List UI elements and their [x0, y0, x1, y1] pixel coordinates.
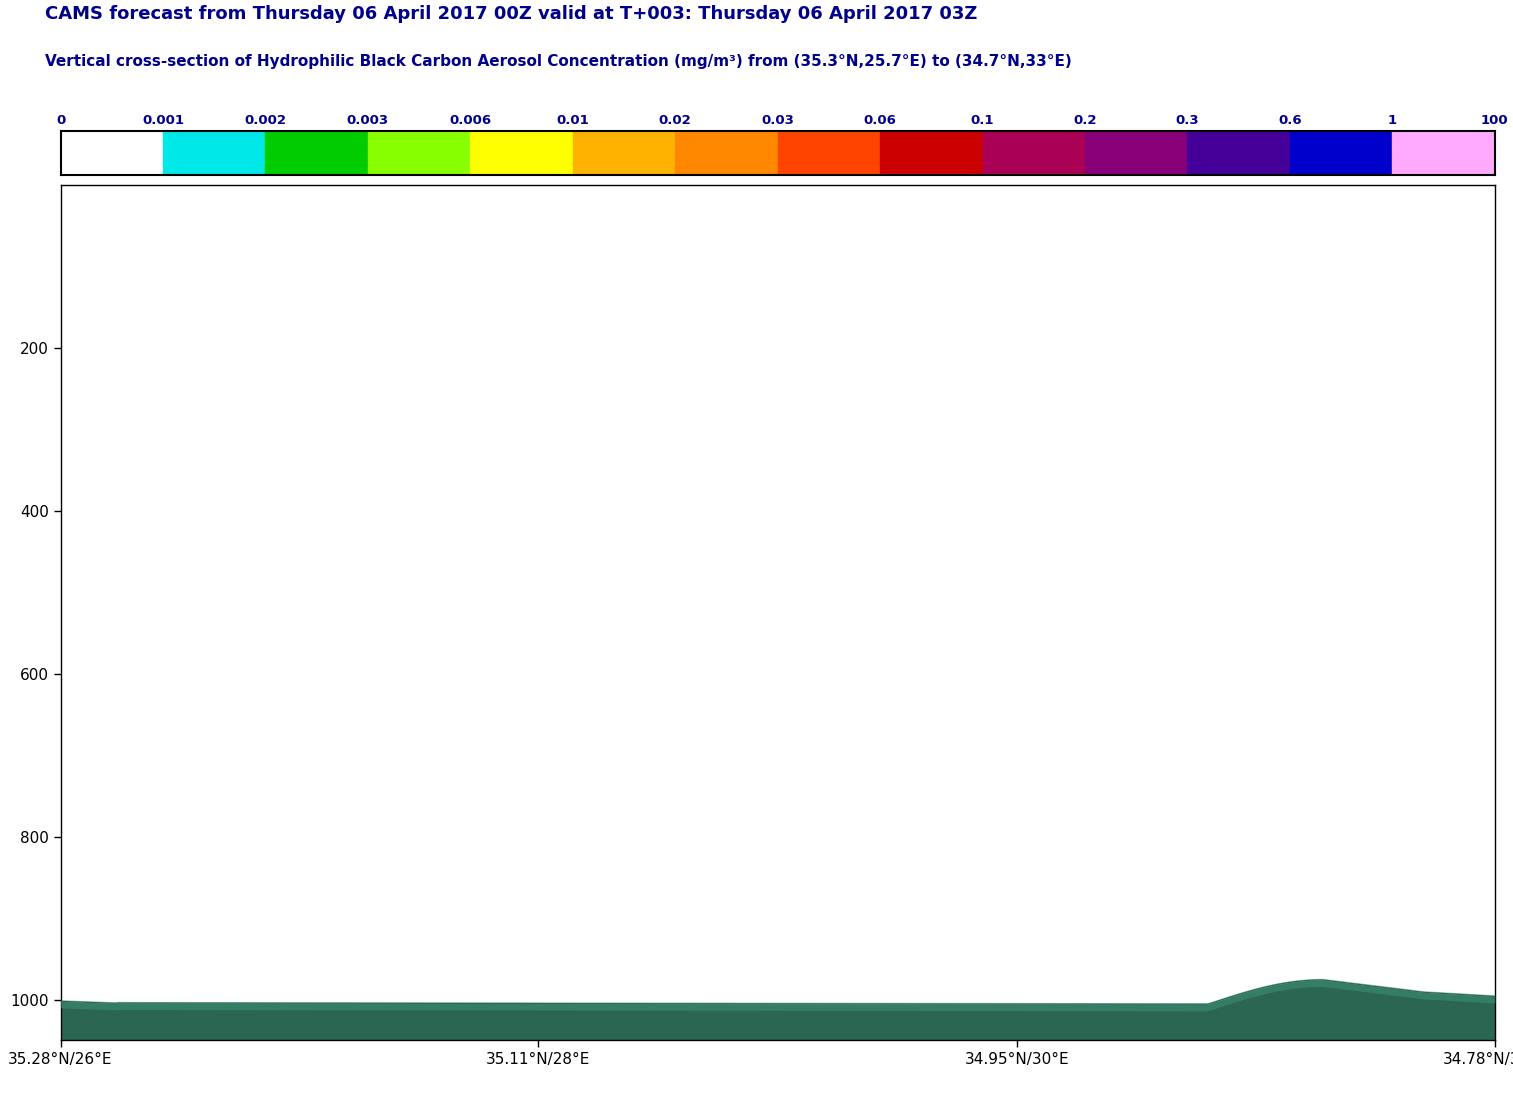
Text: 0.06: 0.06: [864, 113, 897, 127]
Bar: [1085, 131, 1188, 175]
Bar: [573, 131, 675, 175]
Text: 0.2: 0.2: [1073, 113, 1097, 127]
Bar: [1392, 131, 1495, 175]
Bar: [982, 131, 1085, 175]
Text: 0.003: 0.003: [346, 113, 389, 127]
Text: 0.001: 0.001: [142, 113, 185, 127]
Text: 0: 0: [56, 113, 65, 127]
Bar: [368, 131, 471, 175]
Text: 0.1: 0.1: [971, 113, 994, 127]
Text: 100: 100: [1481, 113, 1508, 127]
Text: 0.01: 0.01: [557, 113, 589, 127]
Text: 1: 1: [1387, 113, 1396, 127]
Text: 0.006: 0.006: [449, 113, 492, 127]
Text: 0.6: 0.6: [1278, 113, 1301, 127]
Bar: [675, 131, 778, 175]
Bar: [61, 131, 163, 175]
Bar: [1291, 131, 1392, 175]
Text: 0.02: 0.02: [658, 113, 691, 127]
Text: 0.03: 0.03: [761, 113, 794, 127]
Text: 0.3: 0.3: [1176, 113, 1200, 127]
Bar: [471, 131, 573, 175]
Bar: [1188, 131, 1291, 175]
Bar: [163, 131, 265, 175]
Text: Vertical cross-section of Hydrophilic Black Carbon Aerosol Concentration (mg/m³): Vertical cross-section of Hydrophilic Bl…: [45, 54, 1073, 69]
Bar: [778, 131, 881, 175]
Bar: [881, 131, 982, 175]
Bar: [265, 131, 368, 175]
Text: 0.002: 0.002: [245, 113, 286, 127]
Text: CAMS forecast from Thursday 06 April 2017 00Z valid at T+003: Thursday 06 April : CAMS forecast from Thursday 06 April 201…: [45, 6, 977, 23]
